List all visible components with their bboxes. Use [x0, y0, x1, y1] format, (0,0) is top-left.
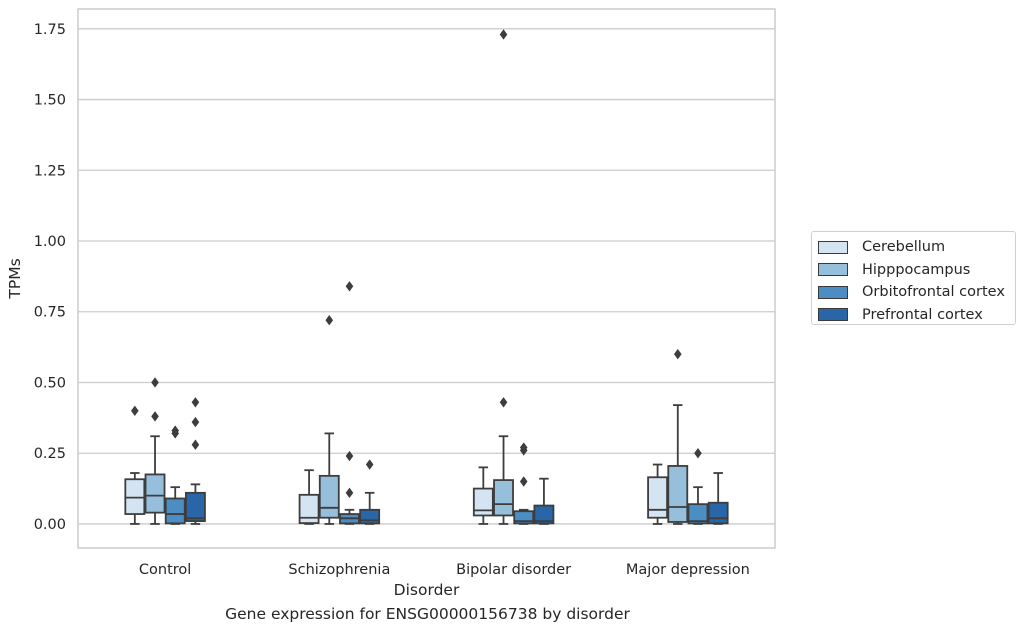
box-iqr	[667, 465, 689, 523]
outlier-point	[499, 397, 508, 408]
box-iqr	[493, 479, 514, 517]
x-tick-label: Control	[139, 562, 191, 578]
outlier-point	[171, 425, 180, 436]
box-iqr	[318, 474, 340, 519]
box-orbitofrontal-cortex	[513, 442, 535, 525]
box-hipppocampus	[493, 29, 514, 525]
y-axis: 0.00 0.25 0.50 0.75 1.00 1.25 1.50 1.75	[34, 22, 66, 533]
outlier-point	[519, 476, 528, 487]
y-tick-label: 0.00	[34, 517, 66, 533]
plot-frame	[77, 8, 776, 549]
outlier-point	[191, 439, 200, 450]
box-orbitofrontal-cortex	[339, 281, 360, 525]
boxes	[124, 29, 729, 525]
legend-swatch	[818, 285, 848, 299]
legend-label: Prefrontal cortex	[862, 306, 983, 323]
legend-item: Orbitofrontal cortex	[818, 281, 1015, 304]
box-iqr	[533, 504, 555, 525]
legend-item: Cerebellum	[818, 236, 1015, 259]
outlier-point	[325, 315, 334, 326]
box-hipppocampus	[144, 377, 166, 525]
box-orbitofrontal-cortex	[687, 448, 709, 525]
outlier-point	[694, 448, 702, 459]
box-iqr	[687, 503, 709, 525]
outlier-point	[345, 450, 354, 462]
outlier-point	[345, 487, 354, 499]
grid	[78, 28, 775, 525]
legend-swatch	[818, 240, 848, 254]
outlier-point	[151, 411, 159, 422]
outlier-point	[191, 416, 200, 428]
box-hipppocampus	[318, 315, 340, 525]
box-prefrontal-cortex	[533, 477, 555, 525]
legend-label: Hipppocampus	[862, 261, 971, 278]
box-iqr	[647, 476, 668, 519]
box-iqr	[359, 508, 381, 525]
box-cerebellum	[472, 466, 494, 525]
y-tick-label: 0.50	[34, 375, 66, 391]
outlier-point	[673, 348, 682, 360]
figure-caption: Gene expression for ENSG00000156738 by d…	[225, 605, 630, 623]
outlier-point	[151, 377, 159, 388]
box-prefrontal-cortex	[707, 472, 729, 525]
outlier-point	[499, 29, 508, 40]
legend-item: Prefrontal cortex	[818, 304, 1015, 327]
y-tick-label: 0.75	[34, 305, 66, 321]
legend-label: Orbitofrontal cortex	[862, 284, 1005, 301]
y-tick-label: 1.25	[34, 163, 66, 179]
y-tick-label: 1.00	[34, 234, 66, 250]
box-cerebellum	[647, 463, 668, 525]
legend-item: Hipppocampus	[818, 259, 1015, 282]
outlier-point	[519, 442, 528, 453]
y-tick-label: 1.75	[34, 22, 66, 38]
box-iqr	[164, 497, 186, 525]
outlier-point	[345, 281, 354, 292]
x-tick-label: Schizophrenia	[288, 562, 390, 578]
outlier-point	[131, 405, 139, 416]
box-iqr	[707, 501, 729, 525]
y-axis-title: TPMs	[6, 258, 24, 299]
y-tick-label: 1.50	[34, 93, 66, 109]
box-prefrontal-cortex	[359, 459, 381, 525]
box-prefrontal-cortex	[185, 397, 206, 525]
box-iqr	[124, 478, 146, 515]
legend: Cerebellum Hipppocampus Orbitofrontal cort…	[811, 231, 1016, 325]
y-tick-label: 0.25	[34, 446, 66, 462]
x-axis-title: Disorder	[394, 581, 460, 599]
legend-swatch	[818, 308, 848, 322]
outlier-point	[365, 459, 374, 470]
box-hipppocampus	[667, 348, 689, 525]
box-orbitofrontal-cortex	[164, 425, 186, 525]
box-iqr	[472, 487, 494, 517]
box-iqr	[298, 493, 320, 525]
box-cerebellum	[298, 469, 320, 525]
legend-swatch	[818, 263, 848, 277]
x-tick-label: Major depression	[626, 562, 750, 578]
outlier-point	[191, 397, 200, 408]
x-tick-label: Bipolar disorder	[456, 562, 571, 578]
x-axis: Control Schizophrenia Bipolar disorder Majo…	[139, 562, 750, 578]
legend-label: Cerebellum	[862, 239, 946, 256]
box-cerebellum	[124, 405, 146, 525]
box-iqr	[185, 491, 206, 523]
box-iqr	[144, 473, 166, 514]
